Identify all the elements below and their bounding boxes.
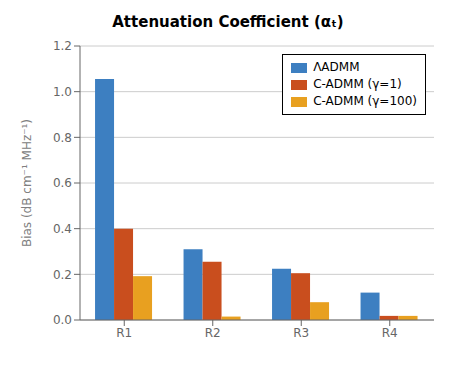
- svg-text:0.2: 0.2: [53, 268, 72, 282]
- html-text:C-ADMM (γ=100): C-ADMM (γ=100): [313, 94, 417, 108]
- svg-text:0.8: 0.8: [53, 131, 72, 145]
- svg-text:R1: R1: [116, 326, 132, 340]
- svg-text:R2: R2: [205, 326, 221, 340]
- svg-text:0.6: 0.6: [53, 176, 72, 190]
- svg-text:0.4: 0.4: [53, 222, 72, 236]
- svg-text:R4: R4: [382, 326, 398, 340]
- svg-text:R3: R3: [293, 326, 309, 340]
- svg-text:1.2: 1.2: [53, 39, 72, 53]
- svg-text:1.0: 1.0: [53, 85, 72, 99]
- html-text:C-ADMM (γ=1): C-ADMM (γ=1): [313, 77, 402, 91]
- svg-text:0.0: 0.0: [53, 313, 72, 327]
- html-text:ΛADMM: ΛADMM: [313, 60, 360, 74]
- html-text:Attenuation Coefficient (αₜ): Attenuation Coefficient (αₜ): [112, 13, 344, 31]
- svg-text:Bias (dB cm⁻¹ MHz⁻¹): Bias (dB cm⁻¹ MHz⁻¹): [20, 119, 34, 247]
